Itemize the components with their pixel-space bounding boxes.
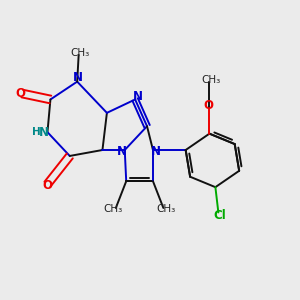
Text: CH₃: CH₃ — [103, 204, 122, 214]
Text: O: O — [203, 99, 213, 112]
Text: O: O — [43, 179, 52, 192]
Text: N: N — [39, 126, 49, 139]
Text: H: H — [32, 127, 40, 137]
Text: CH₃: CH₃ — [201, 75, 220, 85]
Text: N: N — [117, 145, 127, 158]
Text: Cl: Cl — [213, 209, 226, 222]
Text: O: O — [16, 87, 26, 100]
Text: CH₃: CH₃ — [70, 48, 90, 59]
Text: CH₃: CH₃ — [157, 204, 176, 214]
Text: N: N — [73, 71, 83, 84]
Text: N: N — [151, 145, 161, 158]
Text: N: N — [133, 90, 142, 103]
